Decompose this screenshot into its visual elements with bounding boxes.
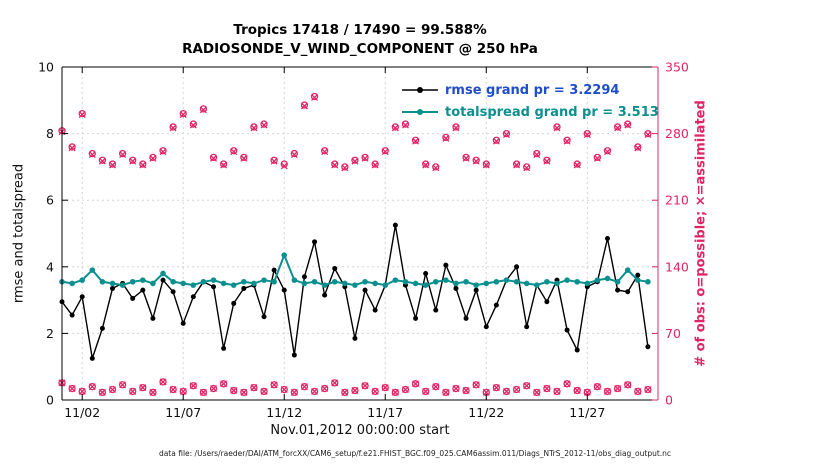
grid xyxy=(62,67,658,400)
x-axis-label: Nov.01,2012 00:00:00 start xyxy=(270,423,450,438)
rmse-series xyxy=(59,222,651,361)
x-tick-label: 11/02 xyxy=(64,405,100,420)
obs-count-markers-bottom-series xyxy=(58,378,652,397)
obs-possible-series xyxy=(58,92,652,171)
tick-marks xyxy=(62,66,658,401)
y-left-tick-label: 0 xyxy=(46,393,54,408)
y-right-tick-label: 280 xyxy=(665,126,689,141)
legend-label-totalspread: totalspread grand pr = 3.513 xyxy=(445,104,659,120)
x-tick-label: 11/17 xyxy=(367,405,403,420)
datafile-caption: data file: /Users/raeder/DAI/ATM_forcXX/… xyxy=(158,449,672,458)
y-left-tick-label: 10 xyxy=(38,60,54,75)
x-tick-label: 11/27 xyxy=(569,405,605,420)
y-right-tick-label: 210 xyxy=(665,193,689,208)
legend: rmse grand pr = 3.2294 totalspread grand… xyxy=(402,79,659,123)
totalspread-legend-dot xyxy=(417,109,423,115)
y-left-tick-label: 8 xyxy=(46,126,54,141)
legend-label-rmse: rmse grand pr = 3.2294 xyxy=(445,82,620,98)
totalspread-series xyxy=(59,252,651,288)
y-right-tick-label: 350 xyxy=(665,60,689,75)
rmse-legend-dot xyxy=(417,87,423,93)
tick-labels: 0 2 4 6 8 10 0 70 140 210 280 350 11/02 11/07 11/12 11/… xyxy=(38,60,689,421)
y-right-tick-label: 70 xyxy=(665,326,681,341)
obs-assimilated-series xyxy=(58,93,652,172)
totalspread-line xyxy=(61,252,649,287)
rmse-legend-marker xyxy=(402,87,438,93)
y-left-tick-label: 2 xyxy=(46,326,54,341)
y-left-tick-label: 6 xyxy=(46,193,54,208)
totalspread-legend-marker xyxy=(402,109,438,115)
y-left-tick-label: 4 xyxy=(46,259,54,274)
y-right-tick-label: 0 xyxy=(665,393,673,408)
legend-item-rmse: rmse grand pr = 3.2294 xyxy=(402,79,659,101)
plot-title-line2: RADIOSONDE_V_WIND_COMPONENT @ 250 hPa xyxy=(182,41,538,57)
x-tick-label: 11/07 xyxy=(165,405,201,420)
x-tick-label: 11/22 xyxy=(468,405,504,420)
plot-title-line1: Tropics 17418 / 17490 = 99.588% xyxy=(233,22,487,38)
left-axis-label: rmse and totalspread xyxy=(11,163,27,304)
axes-box xyxy=(61,66,659,401)
x-tick-label: 11/12 xyxy=(266,405,302,420)
legend-item-totalspread: totalspread grand pr = 3.513 xyxy=(402,101,659,123)
y-right-tick-label: 140 xyxy=(665,259,689,274)
right-axis-label: # of obs: o=possible; ×=assimilated xyxy=(693,100,709,367)
